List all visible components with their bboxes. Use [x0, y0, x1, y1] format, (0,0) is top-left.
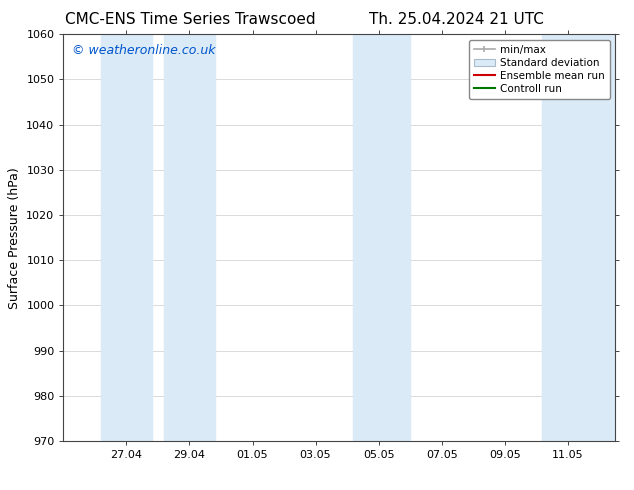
- Text: CMC-ENS Time Series Trawscoed: CMC-ENS Time Series Trawscoed: [65, 12, 316, 27]
- Text: © weatheronline.co.uk: © weatheronline.co.uk: [72, 45, 215, 57]
- Bar: [543, 34, 615, 441]
- Legend: min/max, Standard deviation, Ensemble mean run, Controll run: min/max, Standard deviation, Ensemble me…: [469, 40, 610, 99]
- Text: Th. 25.04.2024 21 UTC: Th. 25.04.2024 21 UTC: [369, 12, 544, 27]
- Bar: [164, 34, 215, 441]
- Bar: [353, 34, 410, 441]
- Bar: [101, 34, 152, 441]
- Y-axis label: Surface Pressure (hPa): Surface Pressure (hPa): [8, 167, 21, 309]
